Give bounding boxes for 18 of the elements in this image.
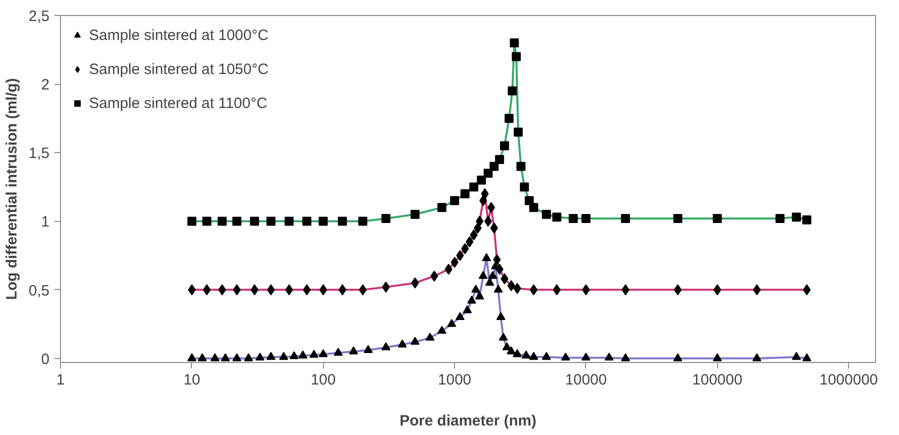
x-tick-label: 100000 bbox=[692, 372, 742, 388]
x-tick-label: 100 bbox=[310, 372, 336, 388]
legend-label: Sample sintered at 1000°C bbox=[89, 26, 268, 44]
y-tick-label: 0 bbox=[41, 350, 50, 368]
y-tick-label: 2 bbox=[41, 76, 50, 94]
y-tick-label: 1,5 bbox=[28, 145, 50, 162]
x-tick-label: 1000000 bbox=[819, 372, 878, 388]
x-tick-label: 1 bbox=[56, 372, 65, 388]
y-tick-label: 2,5 bbox=[28, 8, 50, 25]
y-tick-label: 1 bbox=[41, 214, 50, 231]
x-tick-label: 10000 bbox=[565, 372, 607, 388]
x-axis-title: Pore diameter (nm) bbox=[400, 412, 536, 430]
y-tick-label: 0,5 bbox=[28, 282, 50, 300]
x-tick-label: 10 bbox=[184, 372, 200, 388]
x-tick-label: 1000 bbox=[438, 372, 472, 388]
legend-label: Sample sintered at 1050°C bbox=[89, 60, 268, 78]
y-axis-title: Log differential intrusion (ml/g) bbox=[4, 78, 21, 300]
legend-label: Sample sintered at 1100°C bbox=[89, 94, 268, 112]
